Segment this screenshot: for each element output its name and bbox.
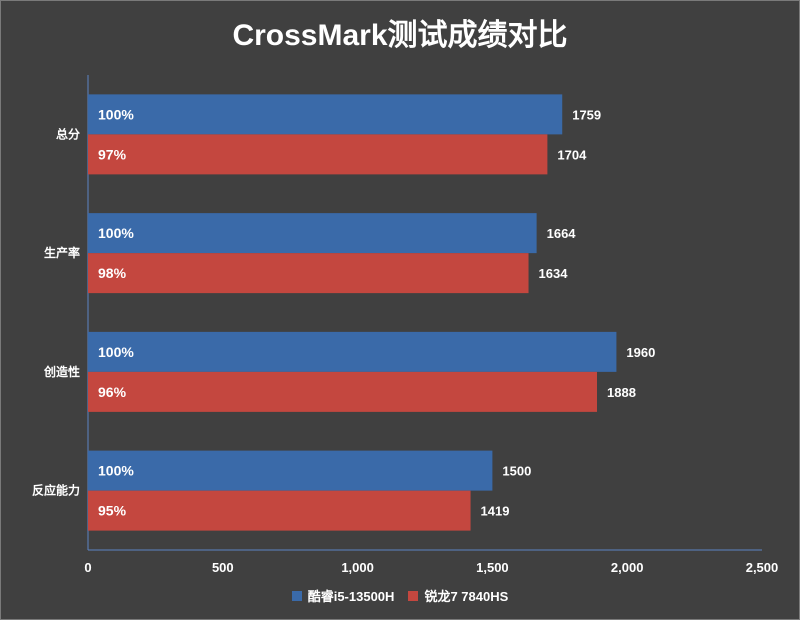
bar-series2 xyxy=(88,371,598,412)
y-category-label: 反应能力 xyxy=(32,483,80,498)
bar-percent-label: 100% xyxy=(98,344,134,360)
bar-percent-label: 100% xyxy=(98,225,134,241)
bar-percent-label: 97% xyxy=(98,146,127,162)
bar-value-label: 1634 xyxy=(539,266,569,281)
bar-series1 xyxy=(88,94,563,135)
legend-label-series1: 酷睿i5-13500H xyxy=(307,589,395,604)
y-category-label: 创造性 xyxy=(43,364,80,379)
y-category-label: 生产率 xyxy=(44,245,80,260)
bar-series2 xyxy=(88,490,471,531)
bar-series1 xyxy=(88,450,493,491)
bar-value-label: 1704 xyxy=(557,147,587,162)
x-tick-label: 1,500 xyxy=(476,560,509,575)
legend-swatch-series2 xyxy=(408,590,419,601)
bar-percent-label: 98% xyxy=(98,265,127,281)
x-tick-label: 2,500 xyxy=(746,560,779,575)
bar-series1 xyxy=(88,213,537,254)
x-tick-label: 500 xyxy=(212,560,234,575)
bar-value-label: 1500 xyxy=(502,464,531,479)
bar-series1 xyxy=(88,331,617,372)
bar-percent-label: 95% xyxy=(98,503,127,519)
bar-value-label: 1664 xyxy=(547,226,577,241)
bar-value-label: 1419 xyxy=(481,504,510,519)
bar-value-label: 1960 xyxy=(626,345,655,360)
legend-label-series2: 锐龙7 7840HS xyxy=(424,589,509,604)
legend-swatch-series1 xyxy=(291,590,302,601)
bar-percent-label: 100% xyxy=(98,106,134,122)
bar-percent-label: 96% xyxy=(98,384,127,400)
bar-series2 xyxy=(88,134,548,175)
legend-item-series1: 酷睿i5-13500H xyxy=(291,586,395,605)
bar-series2 xyxy=(88,253,529,294)
y-category-label: 总分 xyxy=(56,126,80,141)
bar-value-label: 1888 xyxy=(607,385,636,400)
legend-item-series2: 锐龙7 7840HS xyxy=(408,586,508,605)
bar-value-label: 1759 xyxy=(572,107,601,122)
x-tick-label: 0 xyxy=(84,560,91,575)
x-tick-label: 2,000 xyxy=(611,560,644,575)
bar-percent-label: 100% xyxy=(98,463,134,479)
legend: 酷睿i5-13500H 锐龙7 7840HS xyxy=(0,586,800,605)
x-tick-label: 1,000 xyxy=(341,560,374,575)
chart-title: CrossMark测试成绩对比 xyxy=(232,19,568,52)
